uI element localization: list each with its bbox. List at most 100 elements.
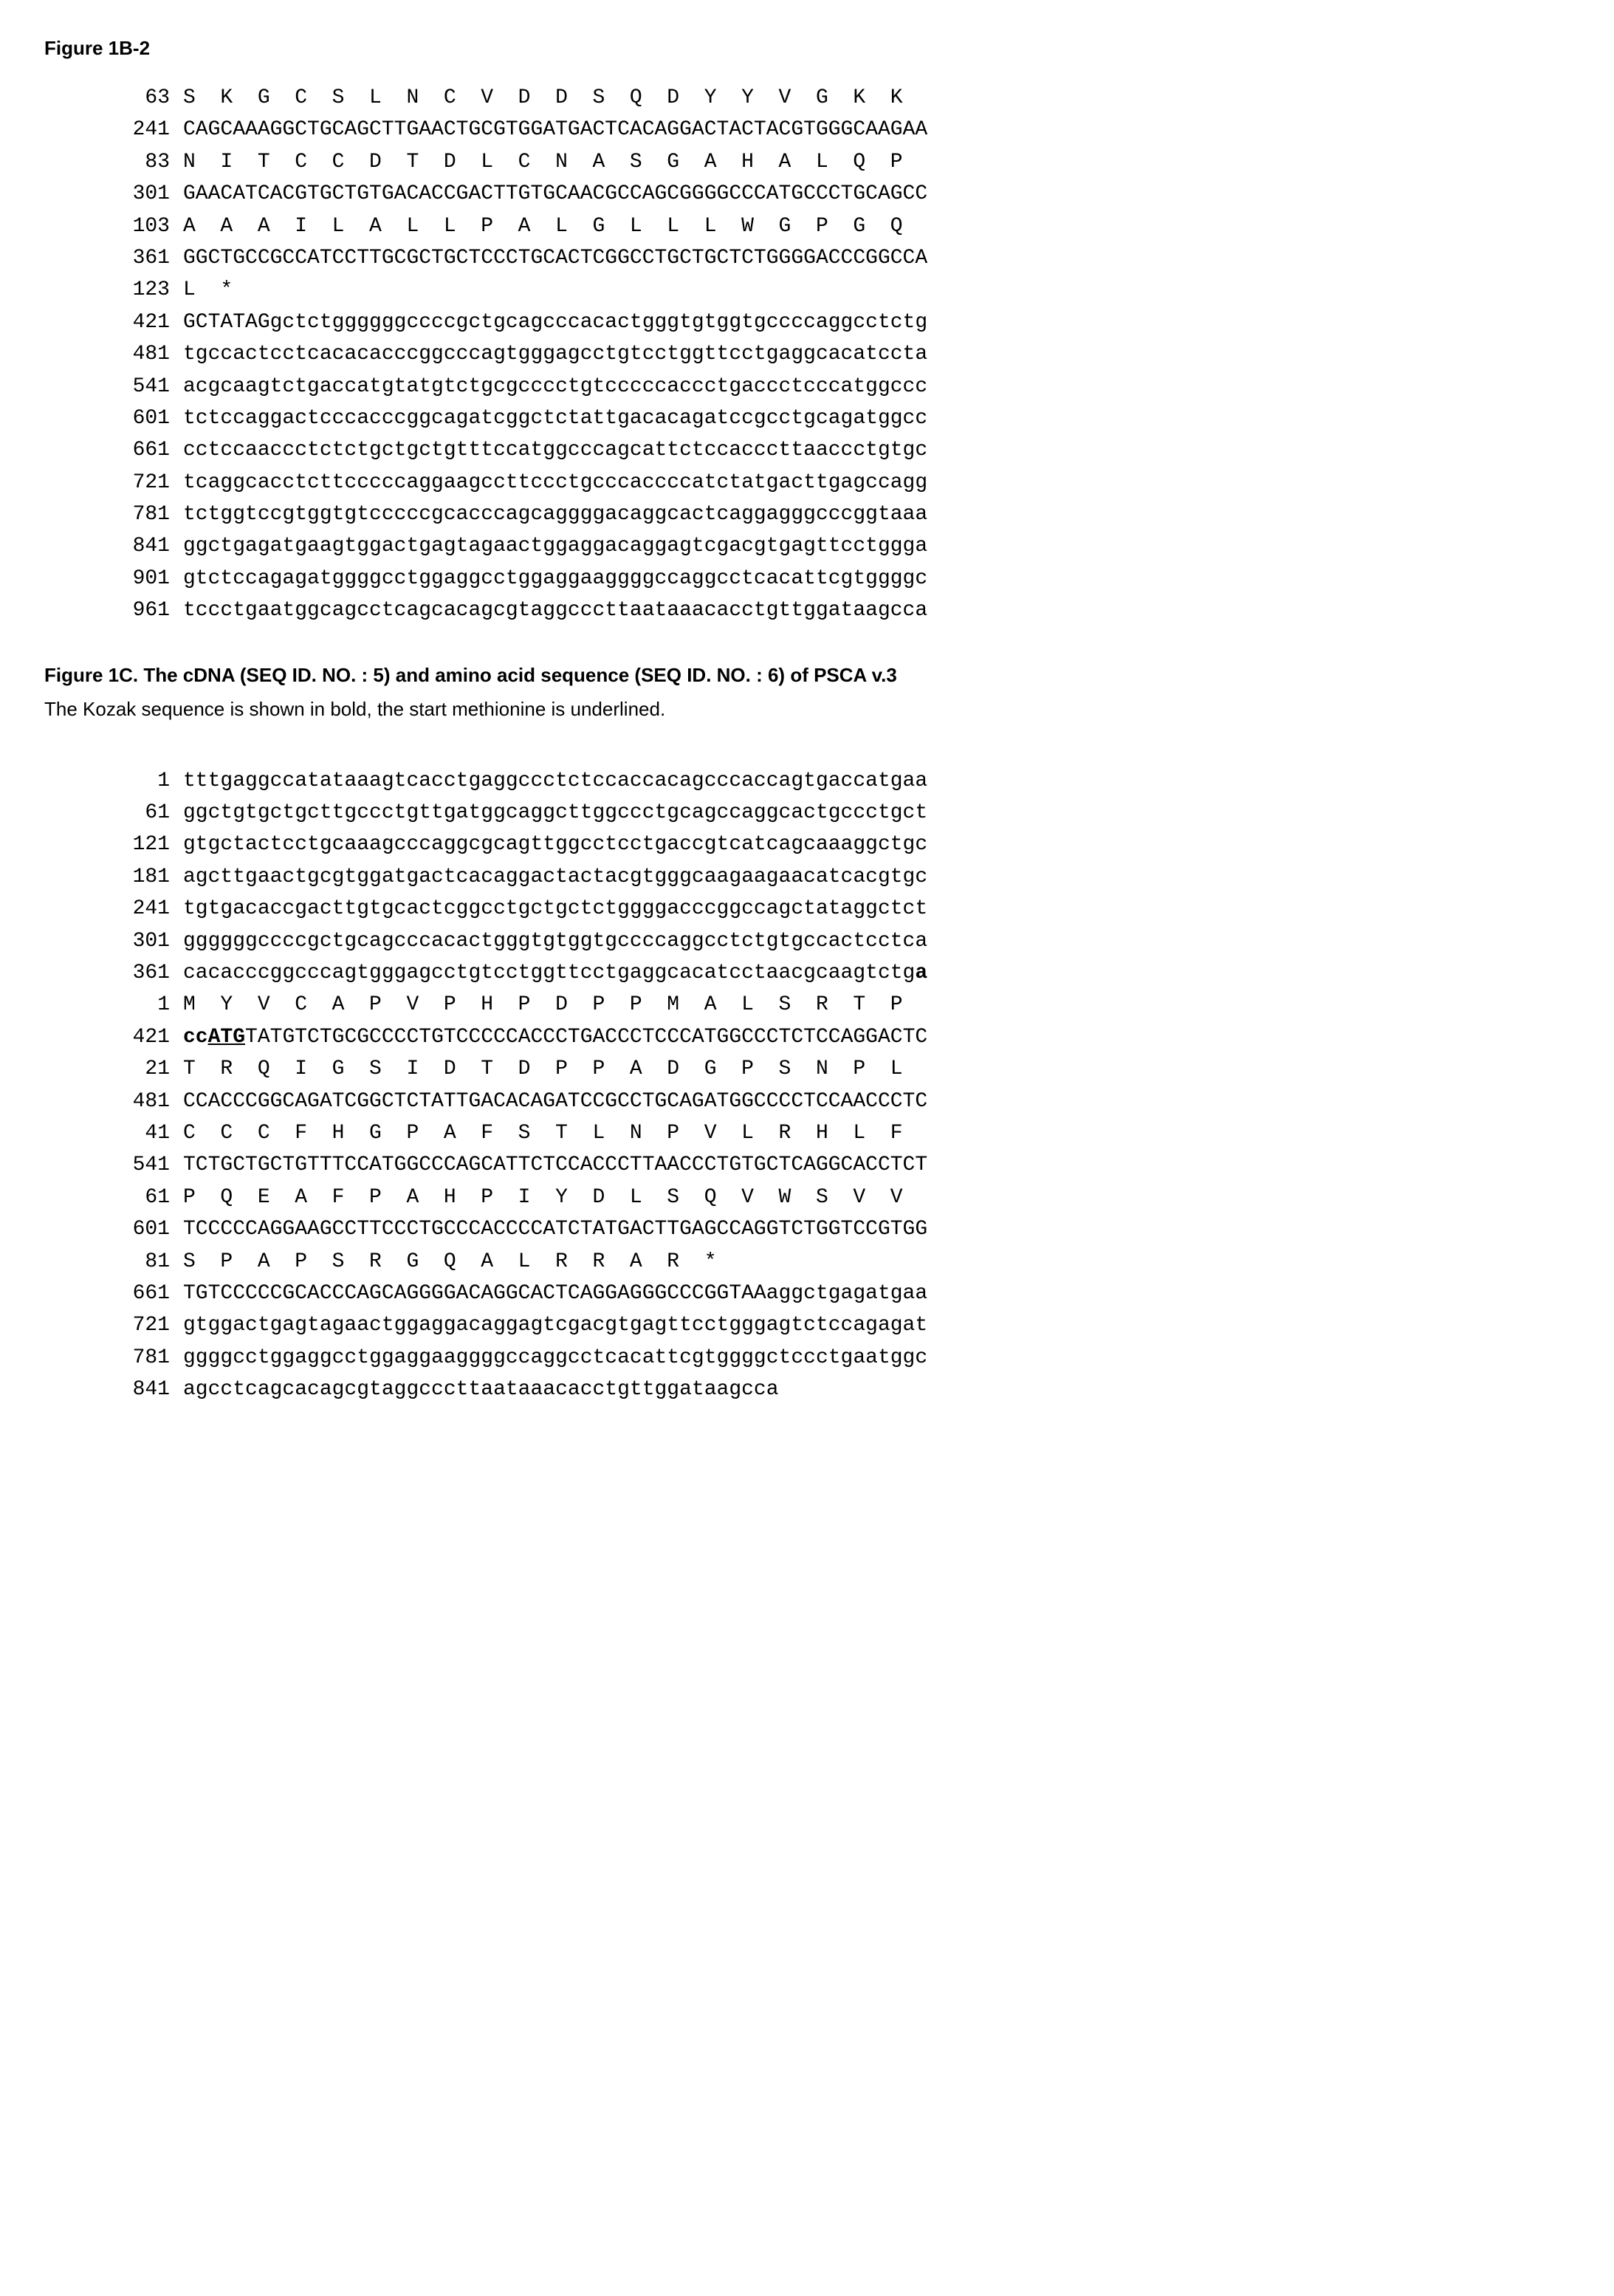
figure-1b2-label: Figure 1B-2 (44, 37, 1570, 60)
sequence-text: N I T C C D T D L C N A S G A H A L Q P (183, 151, 903, 174)
sequence-text: GCTATAGgctctggggggccccgctgcagcccacactggg… (183, 311, 927, 334)
sequence-text: S K G C S L N C V D D S Q D Y Y V G K K (183, 86, 903, 109)
line-number: 541 (111, 1149, 170, 1181)
line-number: 541 (111, 371, 170, 402)
sequence-text: GAACATCACGTGCTGTGACACCGACTTGTGCAACGCCAGC… (183, 182, 927, 205)
line-number: 61 (111, 797, 170, 829)
line-number: 841 (111, 1374, 170, 1405)
sequence-text: agcttgaactgcgtggatgactcacaggactactacgtgg… (183, 866, 927, 888)
nucleotide-line: 781 ggggcctggaggcctggaggaaggggccaggcctcac… (111, 1342, 1570, 1374)
nucleotide-line: 181agcttgaactgcgtggatgactcacaggactactacg… (111, 861, 1570, 893)
nucleotide-line: 481 CCACCCGGCAGATCGGCTCTATTGACACAGATCCGCC… (111, 1086, 1570, 1117)
nucleotide-line: 661TGTCCCCCGCACCCAGCAGGGGACAGGCACTCAGGAG… (111, 1278, 1570, 1309)
figure-1b2-sequence-block: 63 S K G C S L N C V D D S Q D Y Y V G K … (111, 82, 1570, 627)
line-number: 301 (111, 925, 170, 957)
amino-acid-line: 1 M Y V C A P V P H P D P P M A L S R T P (111, 989, 1570, 1021)
line-number: 721 (111, 467, 170, 498)
sequence-text: tttgaggccatataaagtcacctgaggccctctccaccac… (183, 770, 927, 792)
nucleotide-line: 601 tctccaggactcccacccggcagatcggctctattga… (111, 402, 1570, 434)
nucleotide-line: 841 agcctcagcacagcgtaggcccttaataaacacctgt… (111, 1374, 1570, 1405)
line-number: 421 (111, 1021, 170, 1053)
figure-1c-caption-bold: Figure 1C. The cDNA (SEQ ID. NO. : 5) an… (44, 664, 897, 686)
figure-1c-note: The Kozak sequence is shown in bold, the… (44, 698, 1570, 721)
sequence-text: S P A P S R G Q A L R R A R * (183, 1250, 717, 1273)
nucleotide-line: 301 GAACATCACGTGCTGTGACACCGACTTGTGCAACGCC… (111, 178, 1570, 210)
sequence-text: cacacccggcccagtgggagcctgtcctggttcctgaggc… (183, 962, 915, 984)
sequence-text: TCTGCTGCTGTTTCCATGGCCCAGCATTCTCCACCCTTAA… (183, 1154, 927, 1176)
amino-acid-line: 103A A A I L A L L P A L G L L L W G P G… (111, 210, 1570, 242)
sequence-text: M Y V C A P V P H P D P P M A L S R T P (183, 993, 903, 1016)
kozak-sequence: cc (183, 1026, 208, 1049)
line-number: 961 (111, 594, 170, 626)
line-number: 1 (111, 765, 170, 797)
line-number: 63 (111, 82, 170, 114)
nucleotide-line: 541 acgcaagtctgaccatgtatgtctgcgcccctgtccc… (111, 371, 1570, 402)
amino-acid-line: 123 L * (111, 274, 1570, 306)
line-number: 601 (111, 1213, 170, 1245)
nucleotide-line: 481tgccactcctcacacacccggcccagtgggagcctgt… (111, 338, 1570, 370)
nucleotide-line: 121gtgctactcctgcaaagcccaggcgcagttggcctcc… (111, 829, 1570, 860)
nucleotide-line: 721 tcaggcacctcttcccccaggaagccttccctgccca… (111, 467, 1570, 498)
sequence-text: P Q E A F P A H P I Y D L S Q V W S V V (183, 1186, 903, 1209)
kozak-sequence: a (915, 962, 927, 984)
sequence-text: ggggggccccgctgcagcccacactgggtgtggtgcccca… (183, 930, 927, 953)
sequence-text: agcctcagcacagcgtaggcccttaataaacacctgttgg… (183, 1378, 779, 1401)
amino-acid-line: 83 N I T C C D T D L C N A S G A H A L Q … (111, 146, 1570, 178)
sequence-text: CAGCAAAGGCTGCAGCTTGAACTGCGTGGATGACTCACAG… (183, 118, 927, 141)
line-number: 601 (111, 402, 170, 434)
line-number: 83 (111, 146, 170, 178)
amino-acid-line: 63 S K G C S L N C V D D S Q D Y Y V G K … (111, 82, 1570, 114)
line-number: 841 (111, 530, 170, 562)
sequence-text: tctccaggactcccacccggcagatcggctctattgacac… (183, 407, 927, 430)
nucleotide-line: 241CAGCAAAGGCTGCAGCTTGAACTGCGTGGATGACTCA… (111, 114, 1570, 145)
line-number: 361 (111, 242, 170, 274)
sequence-text: CCACCCGGCAGATCGGCTCTATTGACACAGATCCGCCTGC… (183, 1090, 927, 1113)
sequence-text: ggctgtgctgcttgccctgttgatggcaggcttggccctg… (183, 801, 927, 824)
sequence-text: L * (183, 278, 233, 301)
sequence-text: cctccaaccctctctgctgctgtttccatggcccagcatt… (183, 439, 927, 462)
nucleotide-line: 421 GCTATAGgctctggggggccccgctgcagcccacact… (111, 306, 1570, 338)
nucleotide-line: 241 tgtgacaccgacttgtgcactcggcctgctgctctgg… (111, 893, 1570, 925)
nucleotide-line: 841 ggctgagatgaagtggactgagtagaactggaggaca… (111, 530, 1570, 562)
nucleotide-line: 901 gtctccagagatggggcctggaggcctggaggaaggg… (111, 563, 1570, 594)
sequence-text: C C C F H G P A F S T L N P V L R H L F (183, 1122, 903, 1145)
sequence-text: gtctccagagatggggcctggaggcctggaggaaggggcc… (183, 567, 927, 590)
nucleotide-line: 61 ggctgtgctgcttgccctgttgatggcaggcttggccc… (111, 797, 1570, 829)
start-methionine: ATG (208, 1026, 245, 1049)
line-number: 661 (111, 434, 170, 466)
amino-acid-line: 21T R Q I G S I D T D P P A D G P S N P … (111, 1053, 1570, 1085)
line-number: 123 (111, 274, 170, 306)
line-number: 81 (111, 1246, 170, 1278)
sequence-text: tctggtccgtggtgtcccccgcacccagcaggggacaggc… (183, 503, 927, 526)
amino-acid-line: 81 S P A P S R G Q A L R R A R * (111, 1246, 1570, 1278)
sequence-text: ggctgagatgaagtggactgagtagaactggaggacagga… (183, 535, 927, 558)
line-number: 61 (111, 1182, 170, 1213)
nucleotide-line: 541 TCTGCTGCTGTTTCCATGGCCCAGCATTCTCCACCCT… (111, 1149, 1570, 1181)
line-number: 481 (111, 1086, 170, 1117)
nucleotide-line: 361 GGCTGCCGCCATCCTTGCGCTGCTCCCTGCACTCGGC… (111, 242, 1570, 274)
line-number: 721 (111, 1309, 170, 1341)
line-number: 361 (111, 957, 170, 989)
nucleotide-line: 421ccATGTATGTCTGCGCCCCTGTCCCCCACCCTGACCC… (111, 1021, 1570, 1053)
figure-1c-sequence-block: 1 tttgaggccatataaagtcacctgaggccctctccacca… (111, 765, 1570, 1406)
line-number: 901 (111, 563, 170, 594)
sequence-text: gtggactgagtagaactggaggacaggagtcgacgtgagt… (183, 1314, 927, 1337)
line-number: 481 (111, 338, 170, 370)
sequence-text: tcaggcacctcttcccccaggaagccttccctgcccaccc… (183, 471, 927, 494)
sequence-text: acgcaagtctgaccatgtatgtctgcgcccctgtccccca… (183, 375, 927, 398)
line-number: 301 (111, 178, 170, 210)
line-number: 661 (111, 1278, 170, 1309)
line-number: 103 (111, 210, 170, 242)
line-number: 1 (111, 989, 170, 1021)
nucleotide-line: 721 gtggactgagtagaactggaggacaggagtcgacgtg… (111, 1309, 1570, 1341)
sequence-text: tgtgacaccgacttgtgcactcggcctgctgctctgggga… (183, 897, 927, 920)
line-number: 421 (111, 306, 170, 338)
sequence-text: GGCTGCCGCCATCCTTGCGCTGCTCCCTGCACTCGGCCTG… (183, 247, 927, 270)
sequence-text: T R Q I G S I D T D P P A D G P S N P L (183, 1058, 903, 1080)
line-number: 41 (111, 1117, 170, 1149)
sequence-text: ggggcctggaggcctggaggaaggggccaggcctcacatt… (183, 1346, 927, 1369)
line-number: 241 (111, 893, 170, 925)
sequence-text: TCCCCCAGGAAGCCTTCCCTGCCCACCCCATCTATGACTT… (183, 1218, 927, 1241)
line-number: 781 (111, 1342, 170, 1374)
nucleotide-line: 1 tttgaggccatataaagtcacctgaggccctctccacca… (111, 765, 1570, 797)
